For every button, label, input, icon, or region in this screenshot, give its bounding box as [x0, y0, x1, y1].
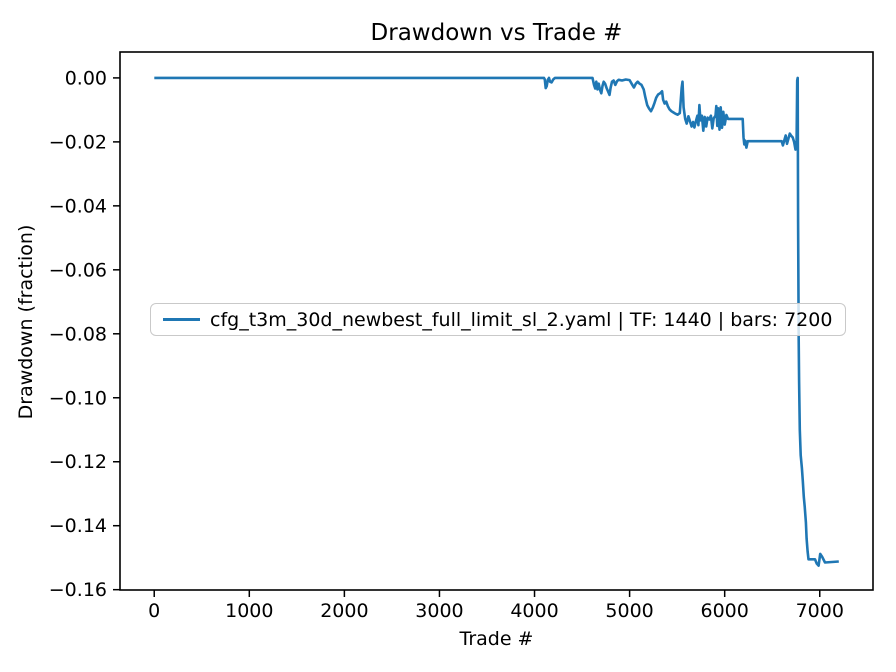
y-tick-label: 0.00 [65, 67, 107, 89]
y-tick-label: −0.04 [49, 195, 107, 217]
y-tick-label: −0.02 [49, 131, 107, 153]
x-tick-label: 3000 [415, 600, 463, 622]
x-tick-label: 6000 [701, 600, 749, 622]
y-tick-label: −0.08 [49, 323, 107, 345]
x-tick-label: 4000 [510, 600, 558, 622]
x-tick-label: 0 [148, 600, 160, 622]
x-tick-label: 2000 [320, 600, 368, 622]
y-tick-label: −0.16 [49, 579, 107, 601]
y-tick-label: −0.06 [49, 259, 107, 281]
y-tick-label: −0.10 [49, 387, 107, 409]
y-tick-label: −0.12 [49, 451, 107, 473]
y-tick-label: −0.14 [49, 515, 107, 537]
drawdown-line [154, 76, 839, 568]
x-tick-label: 5000 [605, 600, 653, 622]
legend-line-sample-icon [163, 318, 200, 321]
chart-title: Drawdown vs Trade # [370, 20, 623, 46]
x-tick-label: 7000 [796, 600, 844, 622]
y-axis-label: Drawdown (fraction) [15, 224, 37, 420]
legend-entry-label: cfg_t3m_30d_newbest_full_limit_sl_2.yaml… [210, 308, 833, 331]
legend: cfg_t3m_30d_newbest_full_limit_sl_2.yaml… [150, 303, 847, 336]
x-axis-label: Trade # [459, 628, 534, 650]
x-tick-label: 1000 [225, 600, 273, 622]
axes-frame [119, 51, 874, 591]
